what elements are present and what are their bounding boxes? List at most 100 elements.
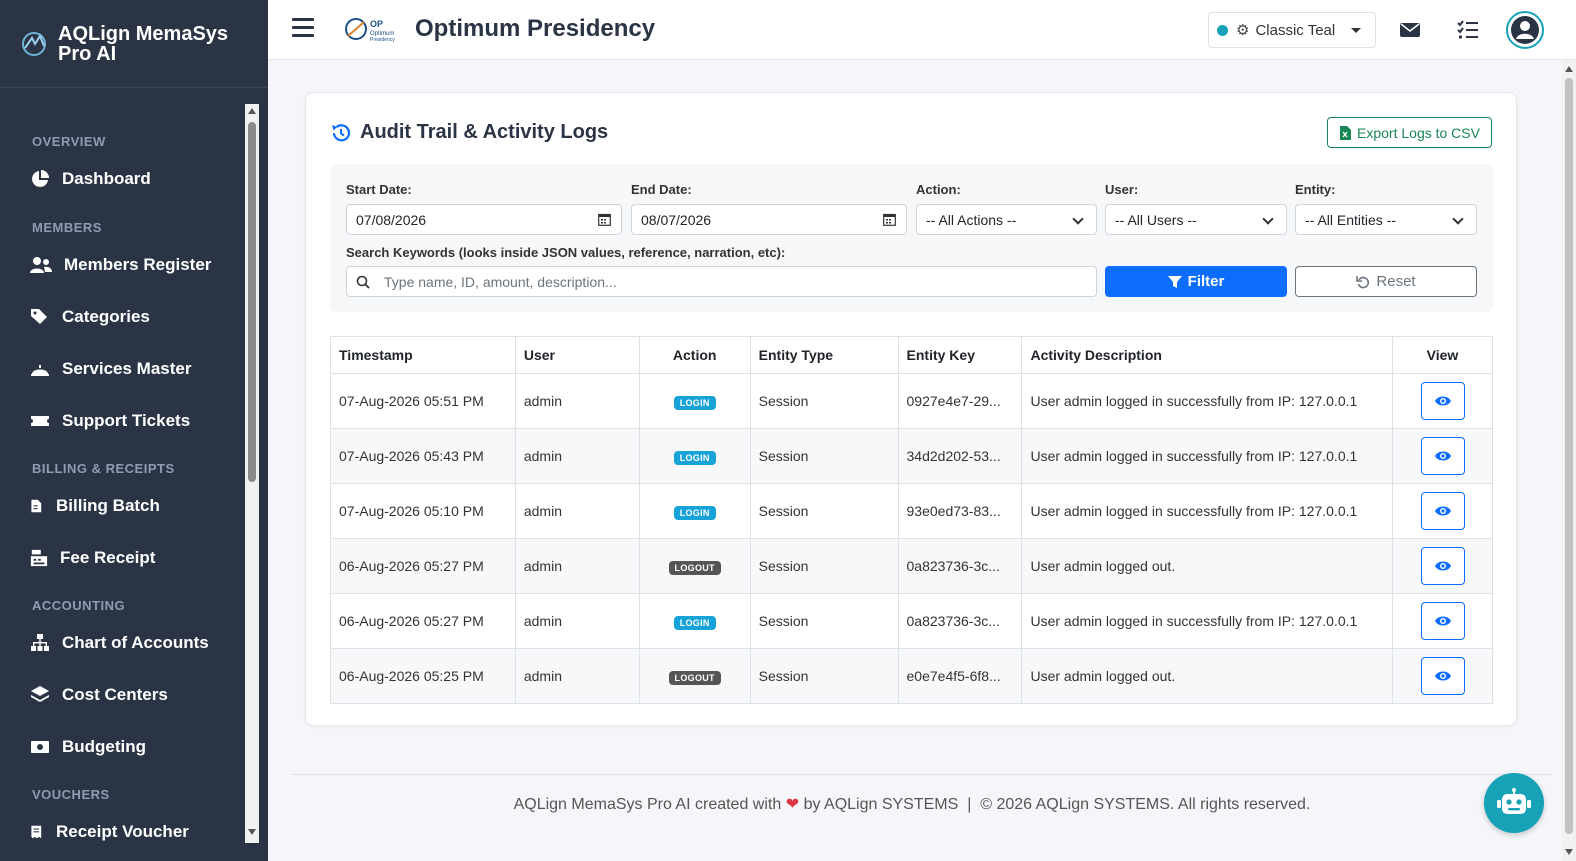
theme-value: Classic Teal <box>1255 21 1336 39</box>
cell-entity-type: Session <box>749 428 899 484</box>
page-scroll-down-icon[interactable] <box>1565 849 1573 855</box>
footer-divider <box>292 774 1552 775</box>
sidebar-item-categories[interactable]: Categories <box>30 302 150 332</box>
view-button[interactable] <box>1420 437 1465 475</box>
view-button[interactable] <box>1420 657 1465 695</box>
sidebar-scroll-thumb[interactable] <box>248 122 256 482</box>
cell-view <box>1392 373 1493 429</box>
page-scroll-up-icon[interactable] <box>1565 66 1573 72</box>
sidebar-item-members-register[interactable]: Members Register <box>30 250 211 280</box>
sidebar-item-cost-centers[interactable]: Cost Centers <box>30 680 168 710</box>
column-header-description[interactable]: Activity Description <box>1021 336 1394 374</box>
cell-timestamp: 07-Aug-2026 05:51 PM <box>330 373 516 429</box>
cell-action: LOGIN <box>638 483 751 539</box>
calendar-icon[interactable] <box>598 213 611 226</box>
sidebar-item-label: Budgeting <box>62 737 147 756</box>
filter-button[interactable]: Filter <box>1105 266 1287 297</box>
eye-icon <box>1434 616 1451 626</box>
sidebar-item-billing-batch[interactable]: Billing Batch <box>30 491 160 521</box>
pie-chart-icon <box>32 170 49 187</box>
reset-button[interactable]: Reset <box>1295 266 1477 297</box>
card-title: Audit Trail & Activity Logs <box>330 121 608 144</box>
sidebar-item-support-tickets[interactable]: Support Tickets <box>30 406 190 436</box>
cell-entity-key: 0a823736-3c... <box>897 538 1023 594</box>
start-date-input[interactable]: 07/08/2026 <box>346 204 622 235</box>
view-button[interactable] <box>1420 382 1465 420</box>
eye-icon <box>1434 671 1451 681</box>
action-select[interactable]: -- All Actions -- <box>916 204 1097 235</box>
chevron-down-icon <box>1262 213 1274 225</box>
cell-timestamp: 07-Aug-2026 05:10 PM <box>330 483 516 539</box>
nav-section-members: MEMBERS <box>32 220 102 235</box>
column-header-timestamp[interactable]: Timestamp <box>330 336 516 374</box>
view-button[interactable] <box>1420 492 1465 530</box>
filter-button-label: Filter <box>1187 273 1225 290</box>
sidebar-scroll-up-icon[interactable] <box>248 108 256 114</box>
cell-description: User admin logged in successfully from I… <box>1021 373 1394 429</box>
table-row: 07-Aug-2026 05:51 PM admin LOGIN Session… <box>330 373 1493 429</box>
export-label: Export Logs to CSV <box>1357 124 1480 141</box>
column-header-action[interactable]: Action <box>638 336 751 374</box>
cell-description: User admin logged in successfully from I… <box>1021 428 1394 484</box>
money-bill-icon <box>31 741 49 753</box>
svg-text:OP: OP <box>370 19 383 29</box>
sidebar-item-receipt-voucher[interactable]: Receipt Voucher <box>30 817 189 847</box>
search-label: Search Keywords (looks inside JSON value… <box>346 245 786 260</box>
cell-entity-key: e0e7e4f5-6f8... <box>897 648 1023 704</box>
sidebar-item-label: Billing Batch <box>56 496 160 515</box>
cell-view <box>1392 593 1493 649</box>
theme-selector[interactable]: ⚙ Classic Teal <box>1208 12 1376 48</box>
user-select[interactable]: -- All Users -- <box>1105 204 1287 235</box>
brand-logo-icon <box>22 31 46 56</box>
envelope-icon[interactable] <box>1398 18 1422 42</box>
user-avatar[interactable] <box>1506 11 1544 49</box>
table-row: 07-Aug-2026 05:10 PM admin LOGIN Session… <box>330 483 1493 539</box>
view-button[interactable] <box>1420 547 1465 585</box>
page-scroll-thumb[interactable] <box>1565 78 1573 834</box>
action-badge: LOGIN <box>673 615 716 630</box>
end-date-input[interactable]: 08/07/2026 <box>631 204 907 235</box>
column-header-entity-type[interactable]: Entity Type <box>749 336 899 374</box>
chatbot-button[interactable] <box>1484 773 1544 833</box>
sitemap-icon <box>31 634 49 651</box>
cell-user: admin <box>514 373 640 429</box>
ticket-icon <box>31 416 49 426</box>
user-circle-icon <box>1511 16 1539 44</box>
user-label: User: <box>1105 182 1139 197</box>
receipt-icon <box>31 825 42 839</box>
eye-icon <box>1434 451 1451 461</box>
audit-log-card: Audit Trail & Activity Logs Export Logs … <box>305 92 1517 726</box>
cell-user: admin <box>514 483 640 539</box>
chevron-down-icon <box>1072 213 1084 225</box>
footer-company: by AQLign SYSTEMS <box>803 796 959 813</box>
sidebar-item-chart-of-accounts[interactable]: Chart of Accounts <box>30 628 209 658</box>
sidebar-item-label: Chart of Accounts <box>62 633 209 652</box>
search-input[interactable]: Type name, ID, amount, description... <box>346 266 1097 297</box>
sidebar-item-label: Dashboard <box>62 169 151 188</box>
sidebar-item-budgeting[interactable]: Budgeting <box>30 732 146 762</box>
cell-entity-key: 34d2d202-53... <box>897 428 1023 484</box>
column-header-user[interactable]: User <box>514 336 640 374</box>
layer-group-icon <box>31 686 49 702</box>
sidebar-item-services-master[interactable]: Services Master <box>30 354 191 384</box>
export-csv-button[interactable]: Export Logs to CSV <box>1327 117 1492 148</box>
cell-description: User admin logged in successfully from I… <box>1021 483 1394 539</box>
cell-description: User admin logged out. <box>1021 538 1394 594</box>
cell-action: LOGOUT <box>638 538 751 594</box>
start-date-label: Start Date: <box>346 182 412 197</box>
sidebar-scroll-down-icon[interactable] <box>248 829 256 835</box>
view-button[interactable] <box>1420 602 1465 640</box>
end-date-value: 08/07/2026 <box>641 211 712 228</box>
list-check-icon[interactable] <box>1456 18 1480 42</box>
cell-timestamp: 06-Aug-2026 05:25 PM <box>330 648 516 704</box>
sidebar-item-dashboard[interactable]: Dashboard <box>30 164 151 194</box>
history-icon <box>332 123 351 141</box>
menu-toggle-icon[interactable] <box>292 18 314 38</box>
calendar-icon[interactable] <box>883 213 896 226</box>
sidebar-item-fee-receipt[interactable]: Fee Receipt <box>30 543 155 573</box>
search-placeholder: Type name, ID, amount, description... <box>384 273 617 290</box>
column-header-entity-key[interactable]: Entity Key <box>897 336 1023 374</box>
cell-view <box>1392 648 1493 704</box>
entity-select[interactable]: -- All Entities -- <box>1295 204 1477 235</box>
brand[interactable]: AQLign MemaSys Pro AI <box>0 0 268 88</box>
